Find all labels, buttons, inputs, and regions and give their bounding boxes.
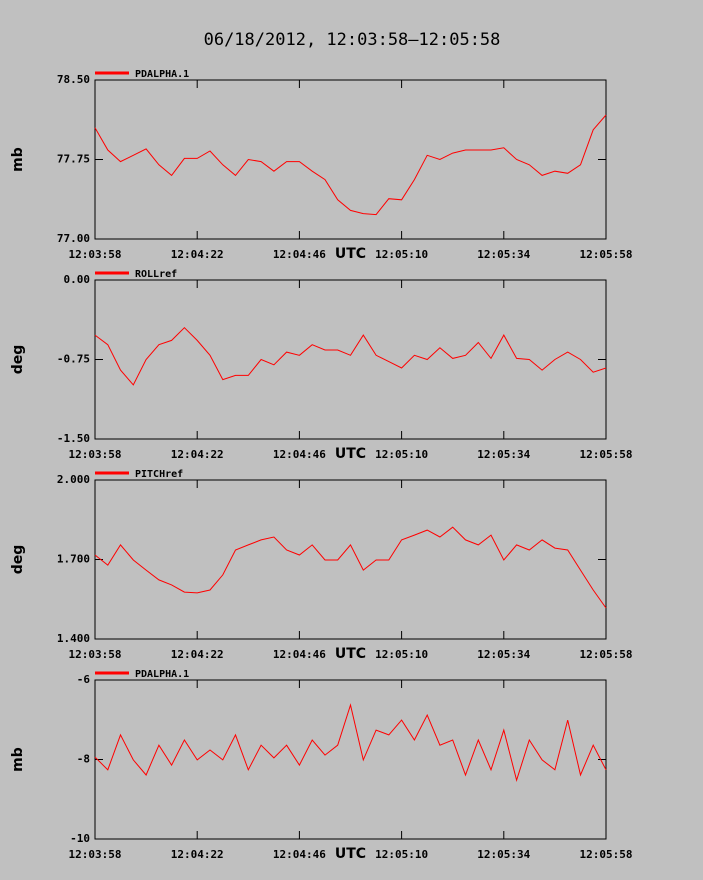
y-tick-label: 77.75 — [57, 153, 90, 166]
x-tick-label: 12:05:10 — [375, 848, 428, 861]
x-tick-label: 12:05:34 — [477, 848, 530, 861]
data-line — [94, 114, 607, 216]
x-tick-label: 12:03:58 — [69, 648, 122, 661]
data-line — [94, 326, 607, 386]
x-tick-label: 12:04:22 — [171, 248, 224, 261]
y-tick-label: 1.400 — [57, 632, 90, 645]
x-axis-label: UTC — [335, 646, 366, 662]
plot-frame — [94, 479, 607, 640]
x-tick-label: 12:04:46 — [273, 448, 326, 461]
legend-label: PITCHref — [135, 469, 183, 480]
x-tick-label: 12:03:58 — [69, 448, 122, 461]
x-axis-label: UTC — [335, 446, 366, 462]
data-line — [94, 526, 607, 609]
plot-frame — [94, 79, 607, 240]
x-tick-label: 12:04:22 — [171, 848, 224, 861]
x-tick-label: 12:05:34 — [477, 248, 530, 261]
y-tick-label: -10 — [70, 832, 90, 845]
x-tick-label: 12:05:34 — [477, 448, 530, 461]
x-tick-label: 12:03:58 — [69, 248, 122, 261]
x-tick-label: 12:05:10 — [375, 448, 428, 461]
y-tick-label: -6 — [77, 673, 91, 686]
x-tick-label: 12:05:58 — [580, 448, 633, 461]
x-tick-label: 12:05:58 — [580, 248, 633, 261]
y-tick-label: -0.75 — [57, 353, 90, 366]
x-tick-label: 12:04:46 — [273, 248, 326, 261]
legend-label: PDALPHA.1 — [135, 669, 189, 680]
y-tick-label: 78.50 — [57, 73, 90, 86]
x-tick-label: 12:04:46 — [273, 648, 326, 661]
y-axis-label: deg — [10, 545, 26, 575]
legend-label: PDALPHA.1 — [135, 69, 189, 80]
y-axis-label: mb — [10, 147, 26, 172]
x-tick-label: 12:04:22 — [171, 448, 224, 461]
x-tick-label: 12:05:34 — [477, 648, 530, 661]
data-line — [94, 703, 607, 783]
y-tick-label: -1.50 — [57, 432, 90, 445]
x-tick-label: 12:05:10 — [375, 248, 428, 261]
x-tick-label: 12:04:46 — [273, 848, 326, 861]
x-tick-label: 12:03:58 — [69, 848, 122, 861]
chart-title: 06/18/2012, 12:03:58–12:05:58 — [204, 30, 501, 50]
x-axis-label: UTC — [335, 846, 366, 862]
y-tick-label: 2.000 — [57, 473, 90, 486]
x-tick-label: 12:05:58 — [580, 848, 633, 861]
y-tick-label: 77.00 — [57, 232, 90, 245]
y-axis-label: deg — [10, 345, 26, 375]
x-axis-label: UTC — [335, 246, 366, 262]
y-tick-label: -8 — [77, 753, 90, 766]
y-axis-label: mb — [10, 747, 26, 772]
x-tick-label: 12:05:10 — [375, 648, 428, 661]
x-tick-label: 12:05:58 — [580, 648, 633, 661]
y-tick-label: 1.700 — [57, 553, 90, 566]
y-tick-label: 0.00 — [64, 273, 91, 286]
x-tick-label: 12:04:22 — [171, 648, 224, 661]
legend-label: ROLLref — [135, 269, 177, 280]
